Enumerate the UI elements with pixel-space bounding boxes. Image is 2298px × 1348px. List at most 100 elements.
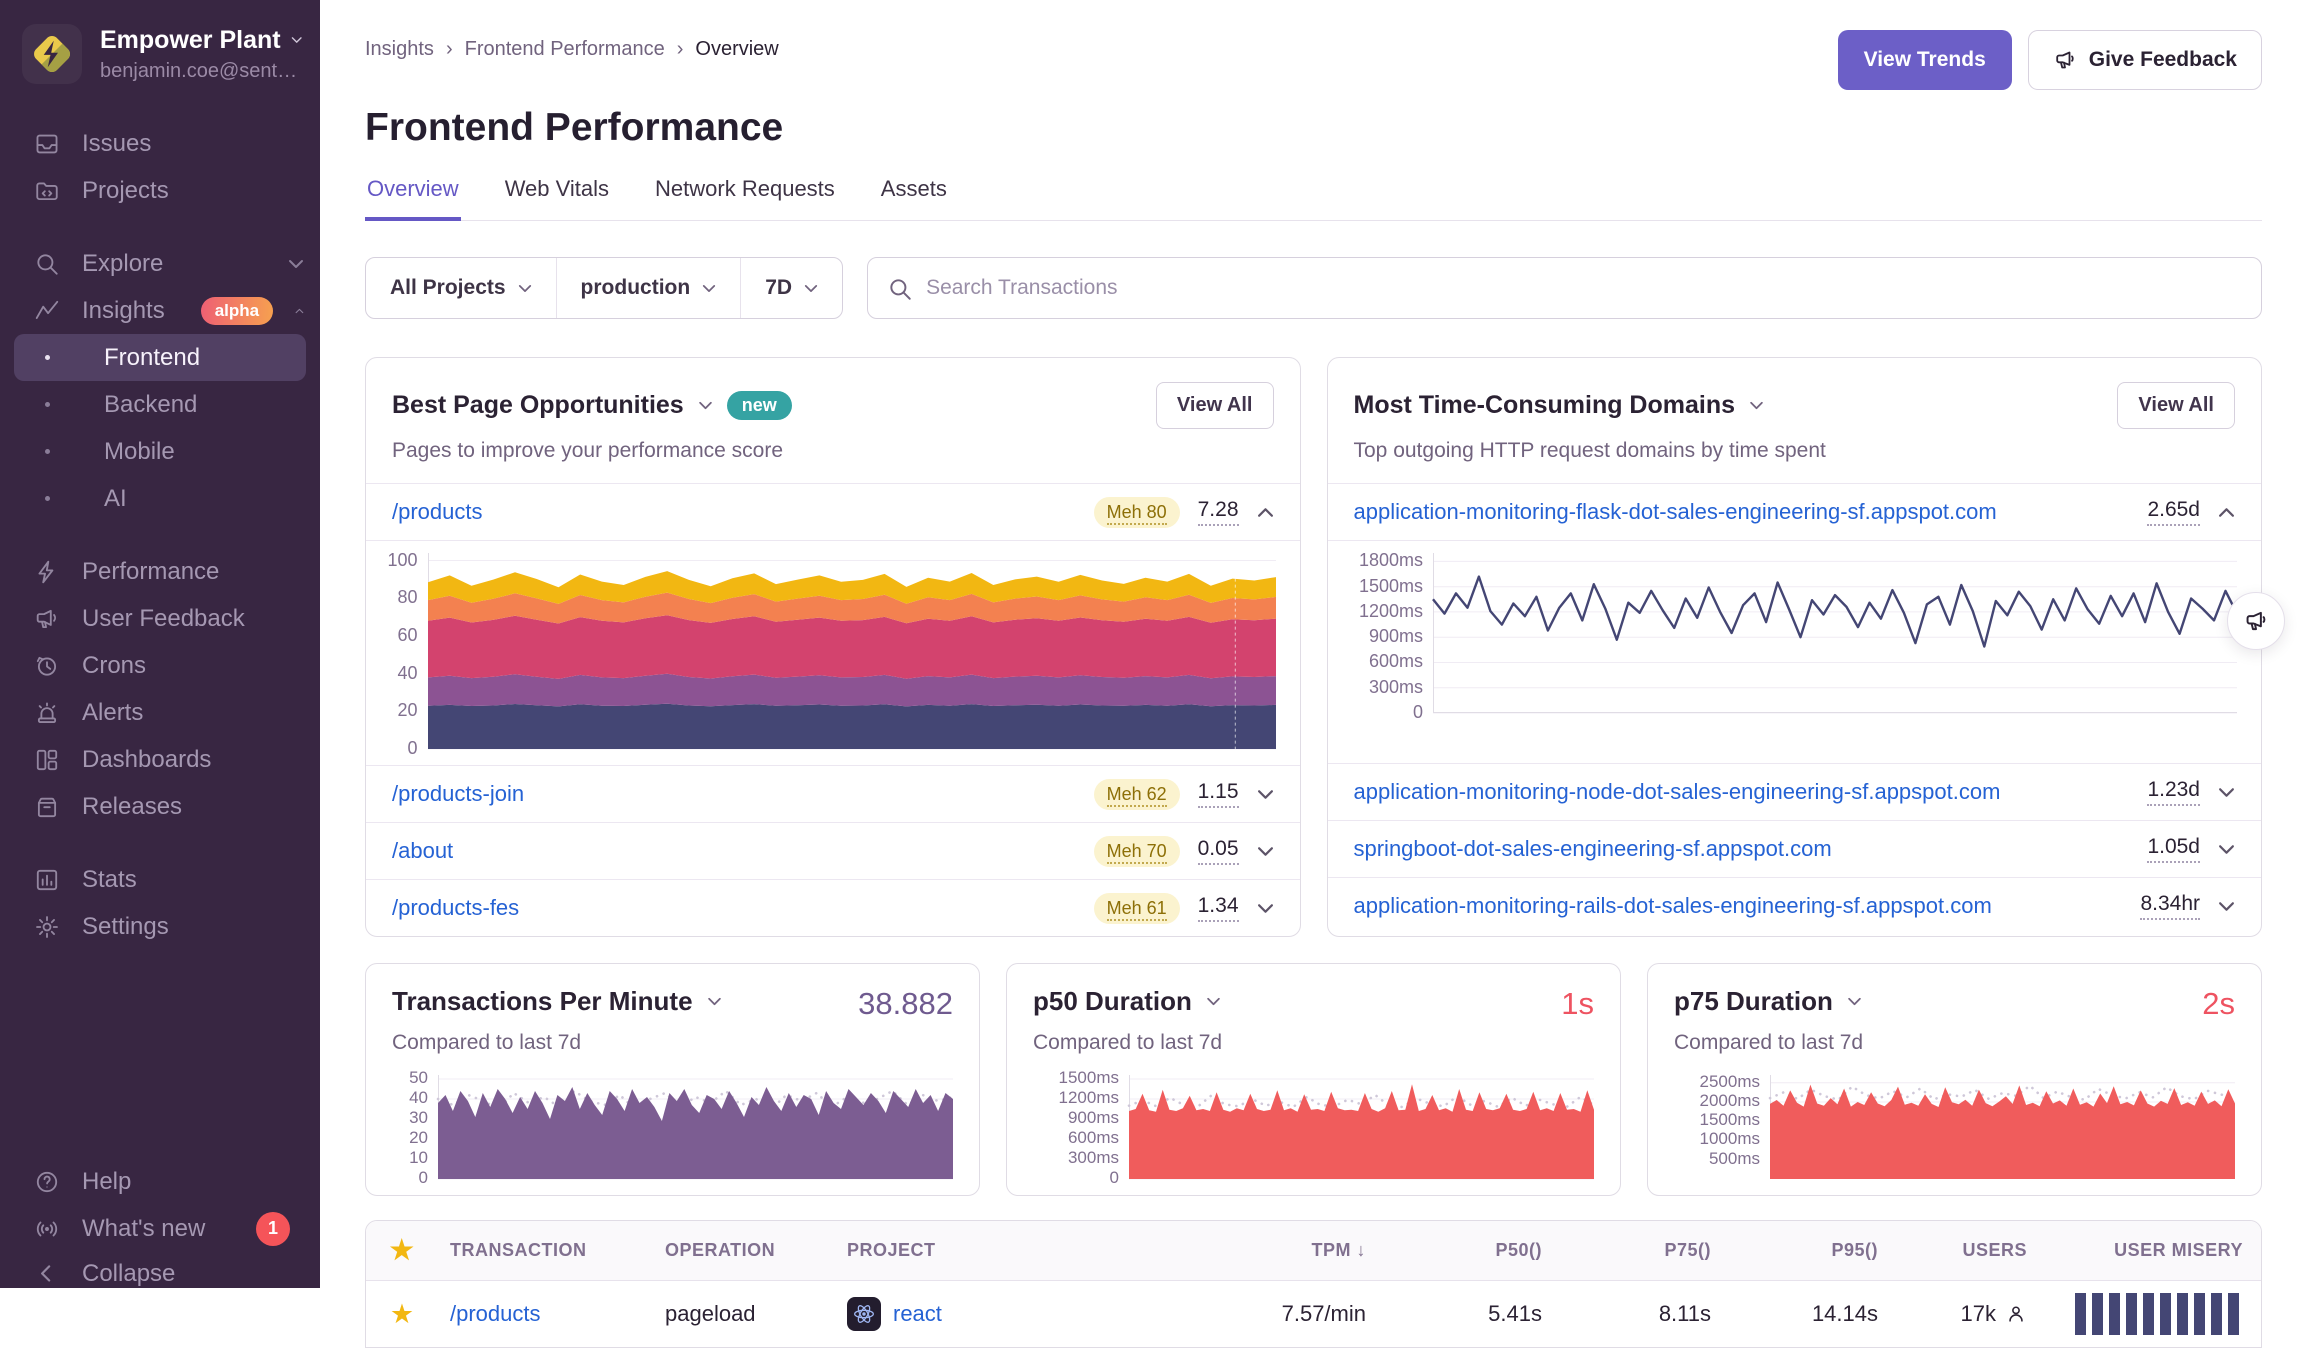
transaction-column-header[interactable]: TRANSACTION (450, 1240, 587, 1260)
opportunity-value[interactable]: 0.05 (1197, 837, 1239, 865)
p75-duration-card: p75 Duration 2s Compared to last 7d 500m… (1647, 963, 2262, 1196)
star-column-header[interactable]: ★ (389, 1235, 415, 1265)
panel-title[interactable]: Most Time-Consuming Domains (1353, 391, 1736, 419)
sidebar-item-ai[interactable]: AI (0, 475, 320, 522)
sidebar-item-insights[interactable]: Insights alpha (0, 287, 320, 334)
page-link[interactable]: /products-fes (392, 895, 520, 920)
operation-column-header[interactable]: OPERATION (665, 1240, 776, 1260)
sidebar-item-backend[interactable]: Backend (0, 381, 320, 428)
card-title[interactable]: p50 Duration (1033, 986, 1192, 1016)
y-axis-labels: 0 300ms 600ms 900ms 1200ms 1500ms (1058, 1068, 1119, 1187)
view-all-domains-button[interactable]: View All (2117, 382, 2235, 429)
environment-filter[interactable]: production (555, 258, 741, 318)
p95-cell: 14.14s (1811, 1301, 1878, 1326)
org-switcher[interactable]: Empower Plant benjamin.coe@sent… (0, 0, 320, 90)
search-transactions-input[interactable] (867, 257, 2262, 319)
collapse-row-chevron[interactable] (1257, 507, 1274, 518)
page-link[interactable]: /about (392, 838, 454, 863)
sidebar-item-stats[interactable]: Stats (0, 856, 320, 903)
sidebar-footer: Help What's new 1 Collapse (0, 1158, 320, 1296)
breadcrumb-insights[interactable]: Insights (365, 38, 434, 60)
panel-title[interactable]: Best Page Opportunities (392, 391, 684, 419)
sidebar-item-frontend[interactable]: Frontend (14, 334, 306, 381)
page-link[interactable]: /products (392, 499, 483, 524)
sidebar-item-user-feedback[interactable]: User Feedback (0, 595, 320, 642)
expand-row-chevron[interactable] (2218, 787, 2235, 798)
chevron-down-icon (1848, 997, 1861, 1006)
sidebar-item-projects[interactable]: Projects (0, 167, 320, 214)
p50-column-header[interactable]: P50() (1495, 1240, 1542, 1260)
org-name: Empower Plant (100, 25, 281, 54)
p95-column-header[interactable]: P95() (1831, 1240, 1878, 1260)
domain-link[interactable]: application-monitoring-rails-dot-sales-e… (1353, 893, 1992, 918)
domain-time-value[interactable]: 1.23d (2147, 778, 2200, 806)
project-filter[interactable]: All Projects (366, 258, 556, 318)
p75-column-header[interactable]: P75() (1664, 1240, 1711, 1260)
collapse-row-chevron[interactable] (2218, 507, 2235, 518)
user-misery-column-header[interactable]: USER MISERY (2114, 1240, 2243, 1260)
tab-web-vitals[interactable]: Web Vitals (504, 176, 610, 201)
sidebar-item-label: Issues (82, 129, 152, 157)
feedback-fab-button[interactable] (2227, 592, 2285, 650)
score-badge[interactable]: Meh 80 (1093, 496, 1180, 528)
expand-row-chevron[interactable] (1257, 903, 1274, 914)
users-column-header[interactable]: USERS (1962, 1240, 2027, 1260)
project-link[interactable]: react (893, 1301, 942, 1326)
favorite-star-icon[interactable]: ★ (389, 1298, 415, 1329)
sidebar-item-alerts[interactable]: Alerts (0, 689, 320, 736)
transaction-link[interactable]: /products (450, 1301, 541, 1326)
expand-row-chevron[interactable] (2218, 844, 2235, 855)
date-range-filter[interactable]: 7D (740, 258, 842, 318)
view-trends-button[interactable]: View Trends (1837, 30, 2012, 90)
domain-duration-chart-container: 0 300ms 600ms 900ms 1200ms 1500ms 1800ms (1327, 540, 2261, 763)
domain-time-value[interactable]: 1.05d (2147, 835, 2200, 863)
tab-overview[interactable]: Overview (365, 176, 461, 221)
domain-time-value[interactable]: 2.65d (2147, 498, 2200, 526)
card-title[interactable]: Transactions Per Minute (392, 986, 693, 1016)
expand-row-chevron[interactable] (1257, 789, 1274, 800)
give-feedback-button[interactable]: Give Feedback (2027, 30, 2262, 90)
opportunity-value[interactable]: 1.34 (1197, 894, 1239, 922)
domain-time-value[interactable]: 8.34hr (2140, 892, 2200, 920)
sidebar-item-settings[interactable]: Settings (0, 903, 320, 950)
domain-link[interactable]: springboot-dot-sales-engineering-sf.apps… (1353, 836, 1832, 861)
sidebar-item-mobile[interactable]: Mobile (0, 428, 320, 475)
clock-icon (36, 656, 57, 676)
sidebar-item-performance[interactable]: Performance (0, 548, 320, 595)
score-badge[interactable]: Meh 61 (1093, 892, 1180, 924)
expand-row-chevron[interactable] (2218, 901, 2235, 912)
domain-row-rails: application-monitoring-rails-dot-sales-e… (1327, 877, 2261, 934)
score-badge[interactable]: Meh 62 (1093, 778, 1180, 810)
sidebar-item-explore[interactable]: Explore (0, 240, 320, 287)
breadcrumb-frontend-performance[interactable]: Frontend Performance (464, 38, 665, 60)
card-title[interactable]: p75 Duration (1674, 986, 1833, 1016)
sidebar-item-whats-new[interactable]: What's new 1 (0, 1205, 320, 1252)
search-icon (37, 253, 58, 275)
expand-row-chevron[interactable] (1257, 846, 1274, 857)
opportunity-value[interactable]: 7.28 (1197, 498, 1239, 526)
sentry-org-logo (22, 24, 82, 84)
bullet-icon (45, 355, 50, 360)
chevron-down-icon (1750, 401, 1763, 410)
domain-link[interactable]: application-monitoring-node-dot-sales-en… (1353, 779, 2001, 804)
sidebar-collapse-button[interactable]: Collapse (0, 1252, 320, 1296)
domain-duration-line-chart: 0 300ms 600ms 900ms 1200ms 1500ms 1800ms (1338, 550, 2239, 722)
view-all-pages-button[interactable]: View All (1155, 382, 1274, 429)
tab-network-requests[interactable]: Network Requests (655, 176, 835, 201)
page-title: Frontend Performance (365, 106, 784, 149)
megaphone-icon (2246, 611, 2266, 631)
sidebar-item-releases[interactable]: Releases (0, 783, 320, 830)
sidebar-item-crons[interactable]: Crons (0, 642, 320, 689)
sidebar-item-issues[interactable]: Issues (0, 120, 320, 167)
project-column-header[interactable]: PROJECT (847, 1240, 936, 1260)
domain-link[interactable]: application-monitoring-flask-dot-sales-e… (1353, 499, 1997, 524)
new-badge: new (726, 391, 792, 420)
sidebar-item-help[interactable]: Help (0, 1158, 320, 1205)
sidebar-item-dashboards[interactable]: Dashboards (0, 736, 320, 783)
page-link[interactable]: /products-join (392, 781, 525, 806)
tab-assets[interactable]: Assets (880, 176, 947, 201)
tpm-column-header[interactable]: TPM ↓ (1311, 1240, 1366, 1260)
opportunity-value[interactable]: 1.15 (1197, 780, 1239, 808)
score-badge[interactable]: Meh 70 (1093, 835, 1180, 867)
sort-desc-icon: ↓ (1356, 1240, 1366, 1260)
